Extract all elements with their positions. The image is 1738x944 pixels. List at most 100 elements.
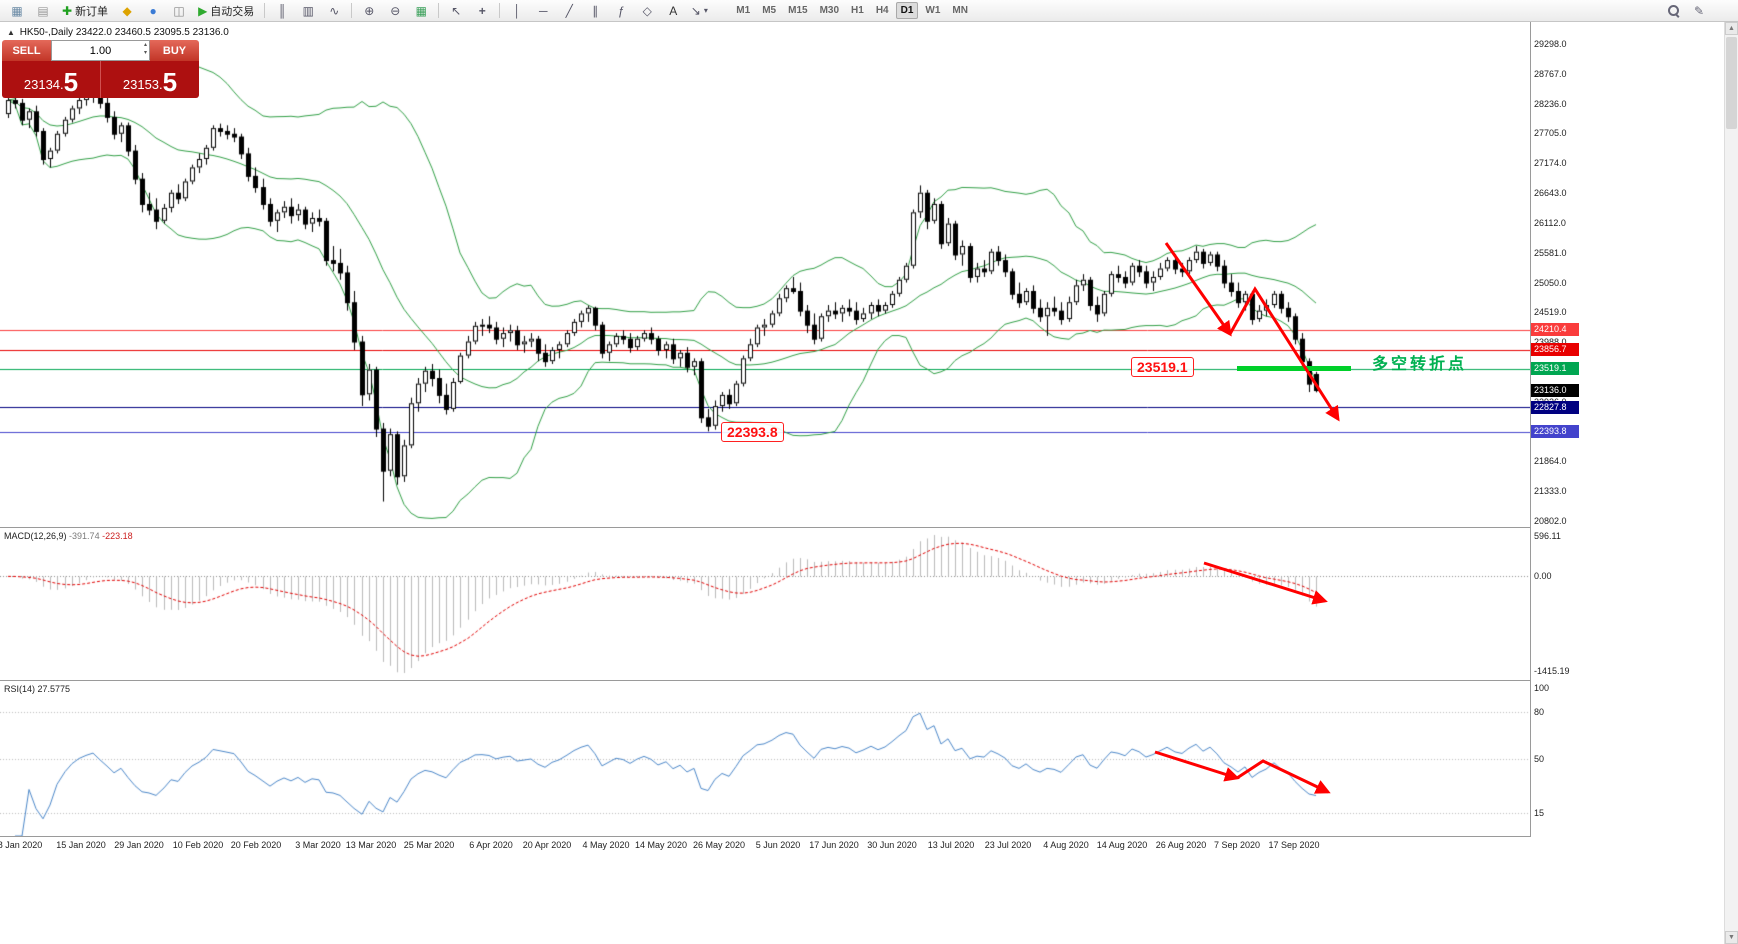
volume-spinner[interactable]: ▴ ▾ xyxy=(144,41,147,58)
tile-windows-button[interactable]: ▦ xyxy=(409,2,433,20)
timeframe-h4-button[interactable]: H4 xyxy=(875,5,889,16)
volume-input[interactable]: 1.00 ▴ ▾ xyxy=(51,40,150,61)
buy-price[interactable]: 23153. 5 xyxy=(101,61,199,98)
tile-windows-icon: ▦ xyxy=(415,3,427,18)
timeframe-d1-button[interactable]: D1 xyxy=(895,2,919,19)
timeframe-m30-button[interactable]: M30 xyxy=(819,5,840,16)
vertical-scrollbar[interactable]: ▲ ▼ xyxy=(1724,22,1738,944)
profiles-button[interactable]: ▤ xyxy=(31,2,55,20)
top-toolbar: ▦ ▤ ✚ 新订单 ◆ ● ◫ ▶ 自动交易 ║ ▥ ∿ ⊕ ⊖ ▦ ↖ + │… xyxy=(0,0,1738,22)
low-price-callout[interactable]: 22393.8 xyxy=(721,422,784,442)
rsi-name: RSI(14) xyxy=(4,684,36,694)
new-chart-button[interactable]: ▦ xyxy=(5,2,29,20)
zoom-out-button[interactable]: ⊖ xyxy=(383,2,407,20)
spinner-up-icon[interactable]: ▴ xyxy=(143,42,147,48)
sell-price-big: 5 xyxy=(63,67,79,97)
price-chart-canvas[interactable] xyxy=(0,22,1530,527)
chart-title: ▲ HK50-,Daily 23422.0 23460.5 23095.5 23… xyxy=(7,27,229,38)
sell-button[interactable]: SELL xyxy=(2,40,51,61)
sell-price[interactable]: 23134. 5 xyxy=(2,61,101,98)
bar-chart-mode-button[interactable]: ║ xyxy=(270,2,294,20)
chart-ohlc-values: 23422.0 23460.5 23095.5 23136.0 xyxy=(75,27,229,38)
timeframe-m15-button[interactable]: M15 xyxy=(788,5,808,16)
auto-trading-button[interactable]: ▶ 自动交易 xyxy=(193,2,259,20)
horizontal-line-tool-button[interactable]: ─ xyxy=(531,2,555,20)
timeframe-m5-button[interactable]: M5 xyxy=(762,5,777,16)
vertical-line-tool-button[interactable]: │ xyxy=(505,2,529,20)
time-axis-label: 17 Sep 2020 xyxy=(1268,840,1320,850)
price-axis-label: 25581.0 xyxy=(1534,247,1567,258)
horizontal-line-icon: ─ xyxy=(539,3,548,18)
price-axis-label: 23988.0 xyxy=(1534,337,1567,347)
arrow-tools-button[interactable]: ↘ ▾ xyxy=(687,2,711,20)
timeframe-h1-button[interactable]: H1 xyxy=(851,5,864,16)
scrollbar-down-arrow[interactable]: ▼ xyxy=(1725,931,1738,944)
spinner-down-icon[interactable]: ▾ xyxy=(143,50,147,57)
market-watch-icon: ◫ xyxy=(173,3,185,18)
market-watch-button[interactable]: ◫ xyxy=(167,2,191,20)
edit-button[interactable]: ✎ xyxy=(1687,2,1711,20)
support-price-callout[interactable]: 23519.1 xyxy=(1131,357,1194,377)
time-axis-label: 23 Jul 2020 xyxy=(984,840,1032,850)
community-button[interactable]: ● xyxy=(141,2,165,20)
timeframe-w1-button[interactable]: W1 xyxy=(925,5,941,16)
history-center-button[interactable]: ◆ xyxy=(115,2,139,20)
arrow-tool-icon: ↘ xyxy=(690,3,701,18)
buy-button[interactable]: BUY xyxy=(150,40,199,61)
price-scale-column[interactable]: 29298.0 28767.0 28236.0 27705.0 27174.0 26643… xyxy=(1530,22,1579,837)
panel-separator xyxy=(0,836,1578,837)
timeframe-group: M1 M5 M15 M30 H1 H4 D1 W1 MN xyxy=(730,2,974,19)
shapes-tool-button[interactable]: ◇ xyxy=(635,2,659,20)
price-tag: 22827.8 xyxy=(1531,400,1579,414)
macd-scale-label: -1415.19 xyxy=(1534,666,1570,676)
time-axis-label: 25 Mar 2020 xyxy=(403,840,455,850)
cursor-tool-button[interactable]: ↖ xyxy=(444,2,468,20)
zoom-in-button[interactable]: ⊕ xyxy=(357,2,381,20)
time-axis-label: 26 Aug 2020 xyxy=(1155,840,1207,850)
macd-signal-value: -223.18 xyxy=(102,531,133,541)
search-icon xyxy=(1667,4,1680,18)
channel-tool-button[interactable]: ∥ xyxy=(583,2,607,20)
search-button[interactable] xyxy=(1661,2,1685,20)
panel-separator[interactable] xyxy=(0,527,1578,528)
volume-value: 1.00 xyxy=(89,44,112,57)
time-axis-label: 8 Jan 2020 xyxy=(0,840,43,850)
candle-chart-mode-button[interactable]: ▥ xyxy=(296,2,320,20)
bar-chart-icon: ║ xyxy=(278,3,287,18)
toolbar-separator xyxy=(438,3,440,18)
history-center-icon: ◆ xyxy=(122,3,132,18)
price-axis-label: 28236.0 xyxy=(1534,98,1567,109)
cursor-icon: ↖ xyxy=(451,3,462,18)
time-axis-label: 13 Jul 2020 xyxy=(927,840,975,850)
turning-point-label[interactable]: 多空转折点 xyxy=(1372,356,1468,373)
price-axis-label: 26112.0 xyxy=(1534,217,1566,228)
time-axis-label: 14 Aug 2020 xyxy=(1096,840,1148,850)
trendline-tool-button[interactable]: ╱ xyxy=(557,2,581,20)
buy-price-small: 23153. xyxy=(122,76,163,92)
fibonacci-tool-button[interactable]: ƒ xyxy=(609,2,633,20)
new-order-plus-icon: ✚ xyxy=(62,3,73,18)
shapes-icon: ◇ xyxy=(642,3,652,18)
macd-scale-label: 596.11 xyxy=(1534,531,1561,541)
timeframe-mn-button[interactable]: MN xyxy=(952,5,968,16)
fibonacci-icon: ƒ xyxy=(617,3,625,18)
timeframe-m1-button[interactable]: M1 xyxy=(736,5,751,16)
text-tool-icon: A xyxy=(669,3,678,18)
rsi-scale-label: 15 xyxy=(1534,807,1545,818)
rsi-scale-label: 50 xyxy=(1534,753,1545,764)
new-order-button[interactable]: ✚ 新订单 xyxy=(57,2,113,20)
rsi-panel-canvas[interactable] xyxy=(0,681,1530,836)
one-click-collapse-icon[interactable]: ▲ xyxy=(7,28,15,37)
line-chart-mode-button[interactable]: ∿ xyxy=(322,2,346,20)
panel-separator[interactable] xyxy=(0,680,1578,681)
scrollbar-thumb[interactable] xyxy=(1726,37,1737,129)
text-tool-button[interactable]: A xyxy=(661,2,685,20)
crosshair-tool-button[interactable]: + xyxy=(470,2,494,20)
price-axis-label: 29298.0 xyxy=(1534,39,1567,49)
scrollbar-up-arrow[interactable]: ▲ xyxy=(1725,22,1738,35)
time-axis[interactable]: 8 Jan 2020 15 Jan 2020 29 Jan 2020 10 Feb 2… xyxy=(0,838,1578,854)
chevron-down-icon: ▾ xyxy=(703,5,708,15)
macd-panel-canvas[interactable] xyxy=(0,529,1530,679)
price-tag: 24210.4 xyxy=(1531,323,1579,337)
